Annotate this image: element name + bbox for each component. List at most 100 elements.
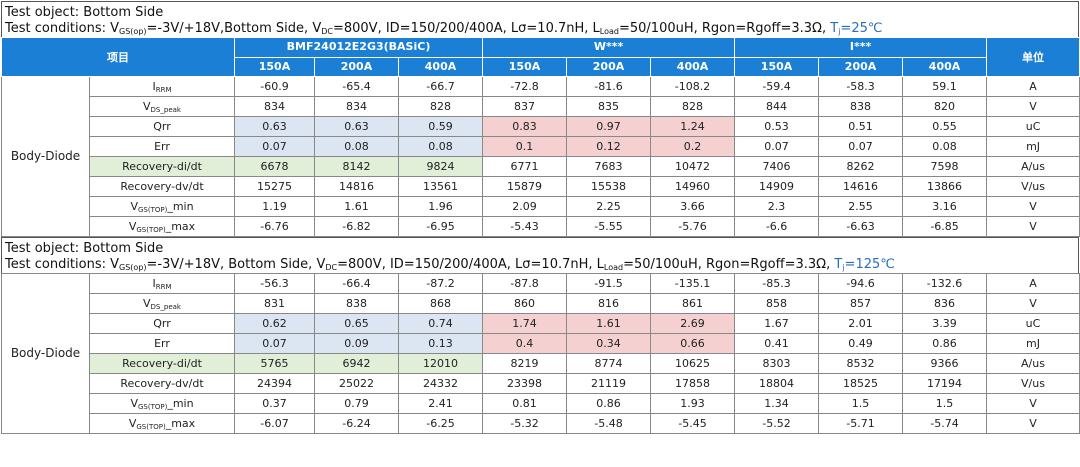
value-cell: -5.55 [566,216,652,237]
value-cell: -5.48 [566,413,651,434]
table-row: VDS_peak 834 834 828 837 835 828 844 838 820 V [2,96,1080,117]
parameter-name: Recovery-di/dt [89,156,235,177]
unit-cell: V/us [986,176,1080,197]
value-cell: 838 [314,293,399,314]
comparison-document: Test object: Bottom Side Test conditions… [1,1,1080,434]
value-cell: -6.25 [398,413,483,434]
value-cell: 15275 [234,176,315,197]
value-cell: -60.9 [234,76,315,97]
table-row: Err 0.07 0.08 0.08 0.1 0.12 0.2 0.07 0.07 0.08 mJ [2,136,1080,157]
value-cell: 838 [818,96,904,117]
value-cell: -5.52 [734,413,819,434]
value-cell: 0.65 [314,313,399,334]
unit-cell: mJ [986,333,1080,354]
value-cell: 834 [234,96,315,117]
value-cell: 8219 [482,353,567,374]
value-cell: -6.95 [397,216,484,237]
value-cell: 1.19 [234,196,315,217]
value-cell: 18525 [818,373,903,394]
value-cell: 5765 [234,353,315,374]
value-cell: 834 [314,96,399,117]
value-cell: 0.86 [902,333,987,354]
table-row: Err 0.07 0.09 0.13 0.4 0.34 0.66 0.41 0.49 0.86 mJ [2,333,1080,354]
value-cell: -6.82 [314,216,399,237]
value-cell: -132.6 [902,273,987,294]
unit-cell: uC [986,116,1080,137]
unit-cell: A/us [986,156,1080,177]
unit-cell: uC [986,313,1080,334]
unit-cell: V [986,96,1080,117]
parameter-name: Recovery-dv/dt [89,176,235,197]
value-cell: -72.8 [482,76,568,97]
test-conditions-1: Test conditions: VGS(op)=-3V/+18V,Bottom… [5,21,883,36]
value-cell: 7406 [734,156,820,177]
value-cell: 1.93 [650,393,735,414]
value-cell: -6.76 [234,216,315,237]
value-cell: 0.83 [482,116,568,137]
value-cell: -5.74 [902,413,987,434]
value-cell: 2.25 [566,196,652,217]
unit-cell: V [986,413,1080,434]
value-cell: 1.34 [734,393,819,414]
value-cell: -108.2 [650,76,736,97]
value-cell: 0.81 [482,393,567,414]
parameter-name: IRRM [89,273,235,294]
parameter-name: VDS_peak [89,96,235,117]
value-cell: -81.6 [566,76,652,97]
unit-cell: A [986,76,1080,97]
value-cell: 17194 [902,373,987,394]
value-cell: -6.85 [902,216,988,237]
parameter-name: Recovery-dv/dt [89,373,235,394]
value-cell: 2.01 [818,313,903,334]
value-cell: -135.1 [650,273,735,294]
test-object-1: Test object: Bottom Side [5,5,164,20]
value-cell: 860 [482,293,567,314]
value-cell: 2.69 [650,313,735,334]
value-cell: 7683 [566,156,652,177]
value-cell: 0.08 [902,136,988,157]
value-cell: 0.07 [734,136,820,157]
parameter-name: IRRM [89,76,235,97]
value-cell: -5.76 [650,216,736,237]
table-row: VGS(TOP)_min 0.37 0.79 2.41 0.81 0.86 1.93 1.34… [2,393,1080,414]
results-table-125c: Body-Diode IRRM -56.3 -66.4 -87.2 -87.8 -91.5-… [1,273,1080,434]
value-cell: 0.97 [566,116,652,137]
value-cell: 0.59 [397,116,484,137]
value-cell: 8774 [566,353,651,374]
table-row: VGS(TOP)_max -6.07 -6.24 -6.25 -5.32 -5.48 -5.… [2,413,1080,434]
value-cell: 868 [398,293,483,314]
table-row: Qrr 0.63 0.63 0.59 0.83 0.97 1.24 0.53 0.51 0.55 u… [2,116,1080,137]
value-cell: 1.61 [314,196,399,217]
value-cell: 0.2 [650,136,736,157]
value-cell: 13866 [902,176,988,197]
value-cell: 0.62 [234,313,315,334]
value-cell: 858 [734,293,819,314]
value-cell: -59.4 [734,76,820,97]
test-object-2: Test object: Bottom Side [5,241,164,256]
value-cell: 0.41 [734,333,819,354]
value-cell: 0.13 [398,333,483,354]
parameter-name: VGS(TOP)_min [89,196,235,217]
value-cell: -58.3 [818,76,904,97]
parameter-name: Qrr [89,313,235,334]
value-cell: 8303 [734,353,819,374]
current-header: 150A [734,56,820,77]
value-cell: 816 [566,293,651,314]
value-cell: -94.6 [818,273,903,294]
value-cell: 857 [818,293,903,314]
table-row: Recovery-dv/dt 24394 25022 24332 23398 21119 1… [2,373,1080,394]
test-conditions-2: Test conditions: VGS(op)=-3V/+18V, Botto… [5,257,895,272]
table-row: Recovery-di/dt 5765 6942 12010 8219 8774 10625… [2,353,1080,374]
value-cell: 24394 [234,373,315,394]
value-cell: -6.63 [818,216,904,237]
value-cell: 0.1 [482,136,568,157]
value-cell: -66.7 [397,76,484,97]
value-cell: 0.4 [482,333,567,354]
table-row: VDS_peak 831 838 868 860 816 861 858 857 836 V [2,293,1080,314]
current-header: 200A [818,56,904,77]
value-cell: 1.67 [734,313,819,334]
value-cell: 25022 [314,373,399,394]
table-row: Body-Diode IRRM -56.3 -66.4 -87.2 -87.8 -91.5-… [1,273,1080,434]
value-cell: 2.41 [398,393,483,414]
value-cell: 828 [397,96,484,117]
